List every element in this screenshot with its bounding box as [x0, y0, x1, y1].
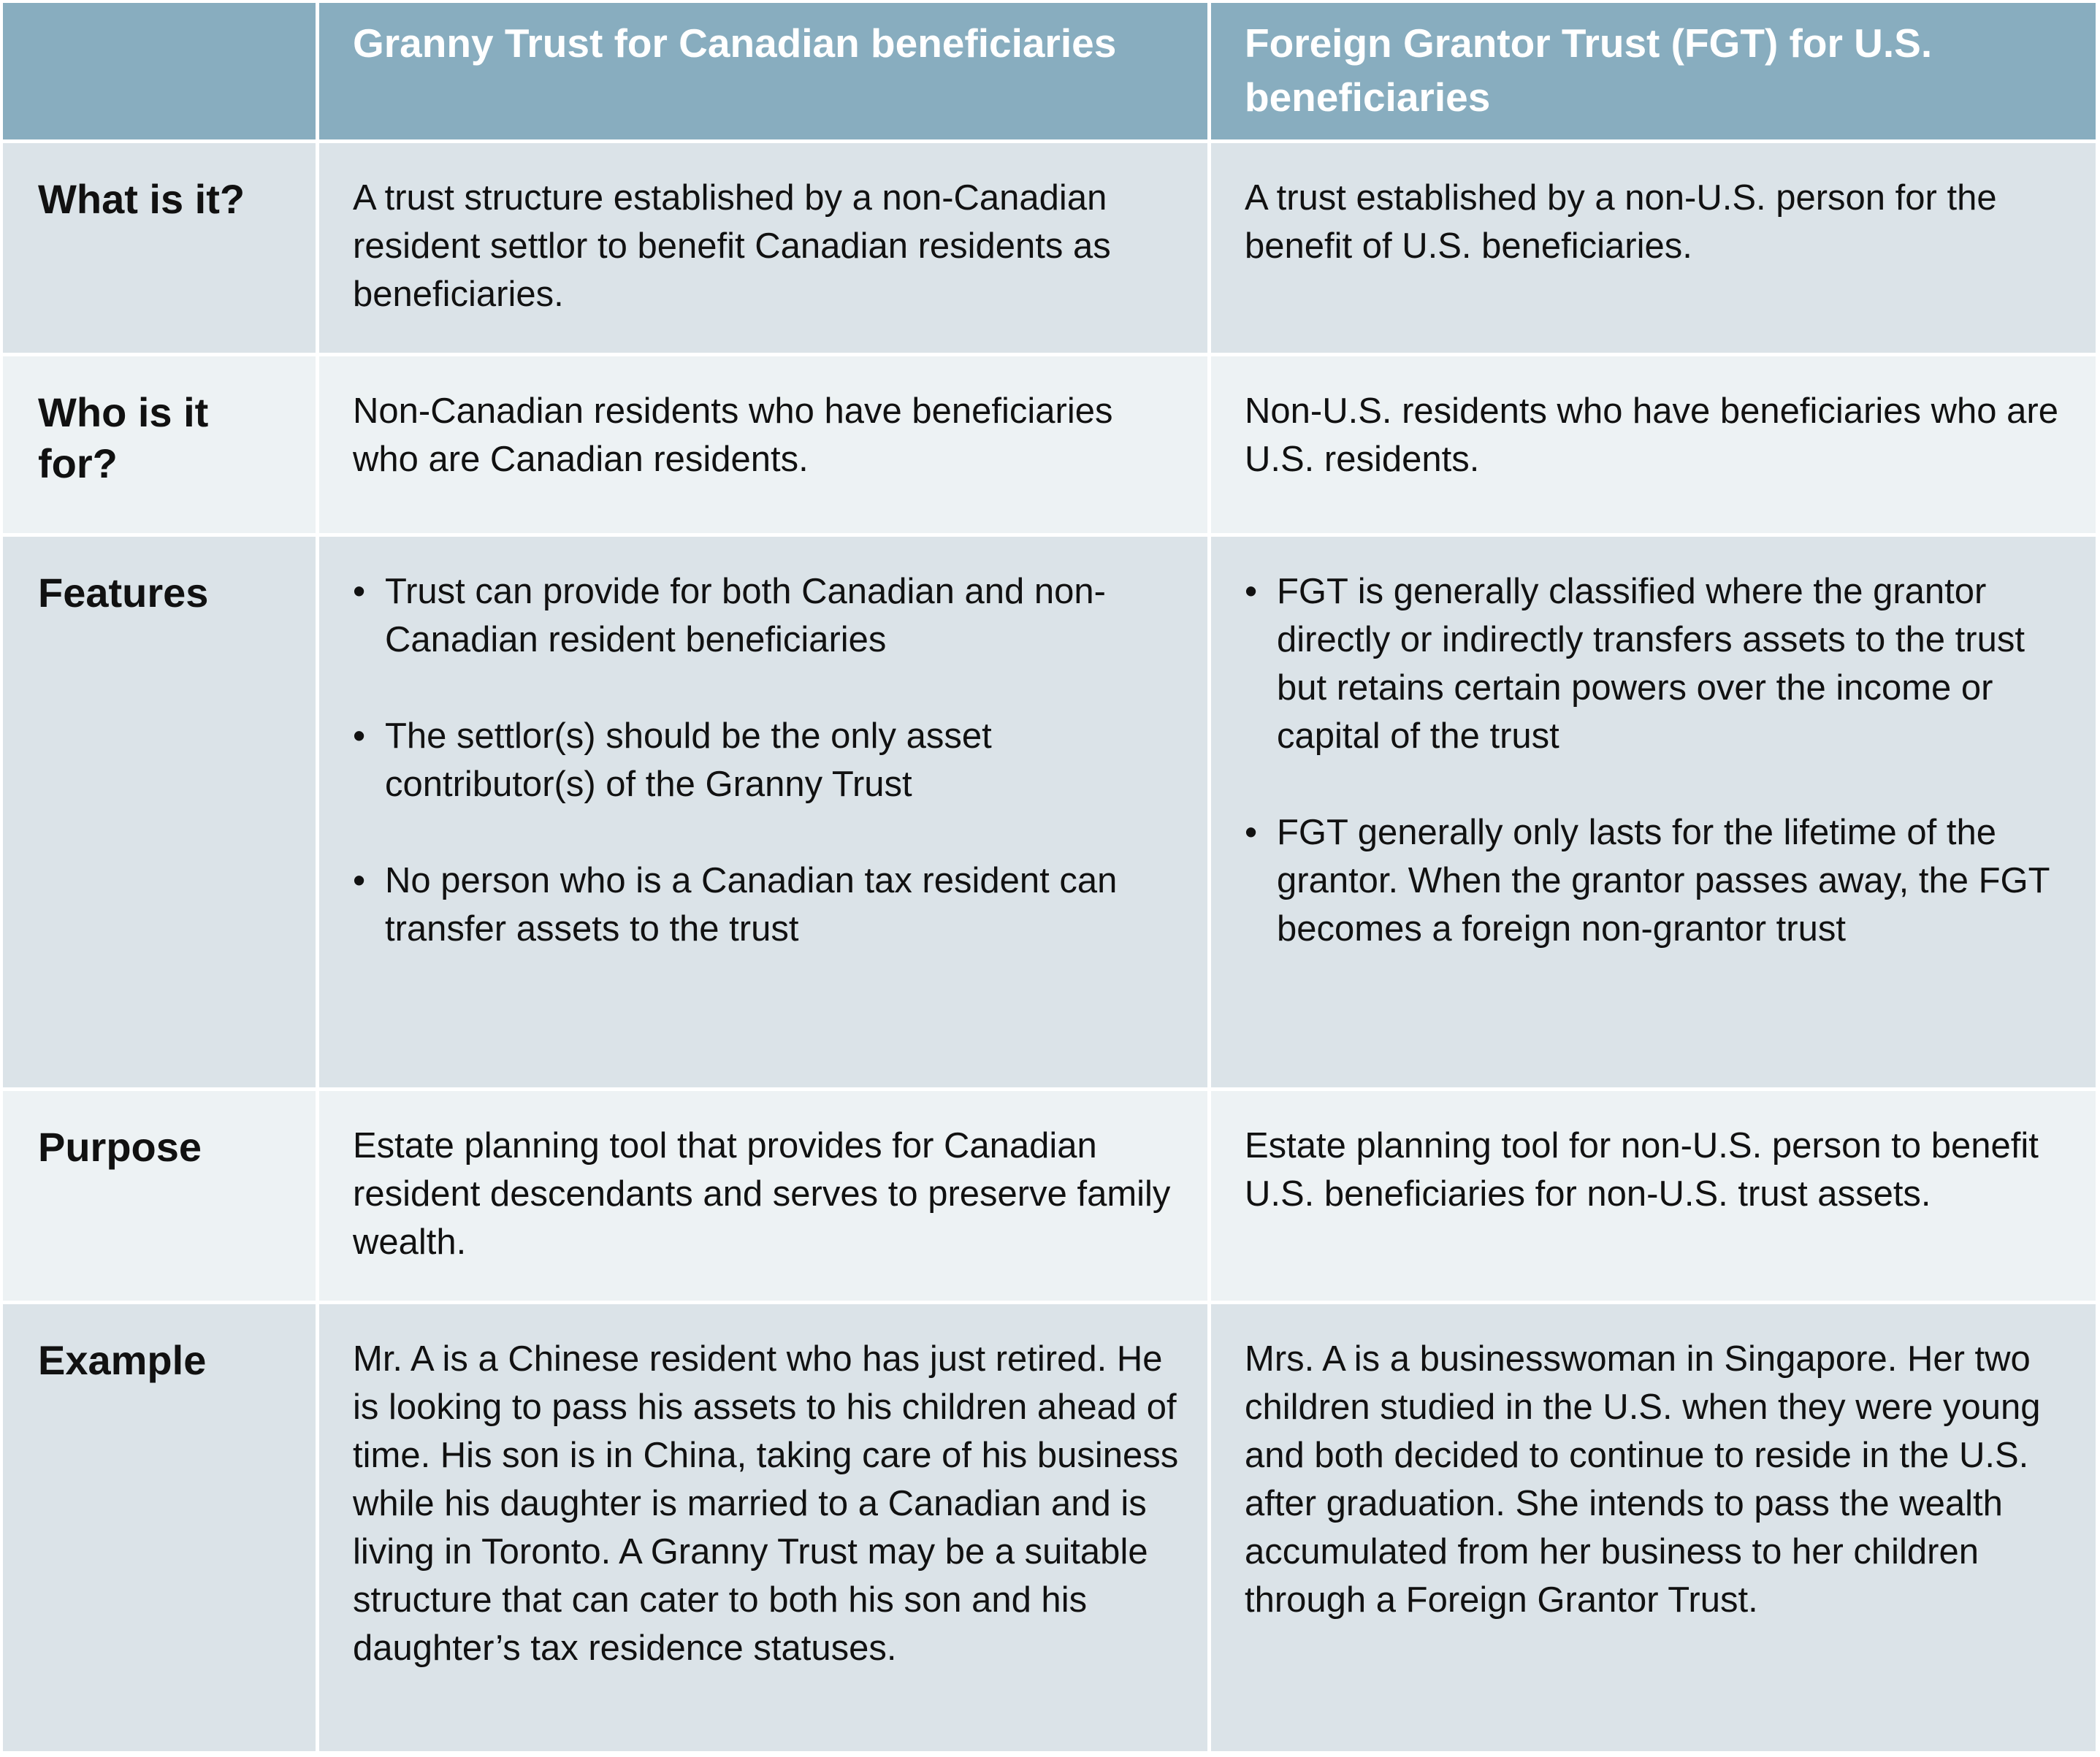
- header-empty: [3, 3, 316, 139]
- row-purpose: Purpose Estate planning tool that provid…: [3, 1091, 2096, 1301]
- header-fgt: Foreign Grantor Trust (FGT) for U.S. ben…: [1211, 3, 2096, 139]
- feature-text: No person who is a Canadian tax resident…: [385, 861, 1118, 949]
- granny-cell: Mr. A is a Chinese resident who has just…: [319, 1304, 1207, 1751]
- list-item: • No person who is a Canadian tax residen…: [353, 857, 1185, 953]
- row-label: Features: [3, 537, 316, 1087]
- row-label: What is it?: [3, 143, 316, 353]
- fgt-cell: Estate planning tool for non-U.S. person…: [1211, 1091, 2096, 1301]
- row-example: Example Mr. A is a Chinese resident who …: [3, 1304, 2096, 1751]
- bullet-icon: •: [353, 716, 366, 756]
- feature-text: The settlor(s) should be the only asset …: [385, 716, 992, 804]
- list-item: • FGT generally only lasts for the lifeti…: [1245, 808, 2074, 953]
- fgt-cell: • FGT is generally classified where the g…: [1211, 537, 2096, 1087]
- feature-text: Trust can provide for both Canadian and …: [385, 572, 1106, 659]
- granny-cell: • Trust can provide for both Canadian and…: [319, 537, 1207, 1087]
- header-granny-trust: Granny Trust for Canadian beneficiaries: [319, 3, 1207, 139]
- granny-cell: A trust structure established by a non-C…: [319, 143, 1207, 353]
- list-item: • The settlor(s) should be the only asset…: [353, 712, 1185, 808]
- feature-text: FGT is generally classified where the gr…: [1277, 572, 2025, 756]
- fgt-cell: A trust established by a non-U.S. person…: [1211, 143, 2096, 353]
- granny-cell: Estate planning tool that provides for C…: [319, 1091, 1207, 1301]
- row-who-is-it-for: Who is it for? Non-Canadian residents wh…: [3, 356, 2096, 533]
- row-what-is-it: What is it? A trust structure establishe…: [3, 143, 2096, 353]
- fgt-cell: Non-U.S. residents who have beneficiarie…: [1211, 356, 2096, 533]
- granny-cell: Non-Canadian residents who have benefici…: [319, 356, 1207, 533]
- fgt-cell: Mrs. A is a businesswoman in Singapore. …: [1211, 1304, 2096, 1751]
- fgt-features-list: • FGT is generally classified where the g…: [1245, 567, 2074, 953]
- row-label: Who is it for?: [3, 356, 316, 533]
- row-label: Purpose: [3, 1091, 316, 1301]
- feature-text: FGT generally only lasts for the lifetim…: [1277, 813, 2050, 949]
- bullet-icon: •: [353, 572, 366, 611]
- row-features: Features • Trust can provide for both Can…: [3, 537, 2096, 1087]
- bullet-icon: •: [353, 861, 366, 900]
- granny-features-list: • Trust can provide for both Canadian and…: [353, 567, 1185, 953]
- list-item: • FGT is generally classified where the g…: [1245, 567, 2074, 760]
- row-label: Example: [3, 1304, 316, 1751]
- bullet-icon: •: [1245, 572, 1258, 611]
- list-item: • Trust can provide for both Canadian and…: [353, 567, 1185, 664]
- header-row: Granny Trust for Canadian beneficiaries …: [3, 3, 2096, 139]
- bullet-icon: •: [1245, 813, 1258, 852]
